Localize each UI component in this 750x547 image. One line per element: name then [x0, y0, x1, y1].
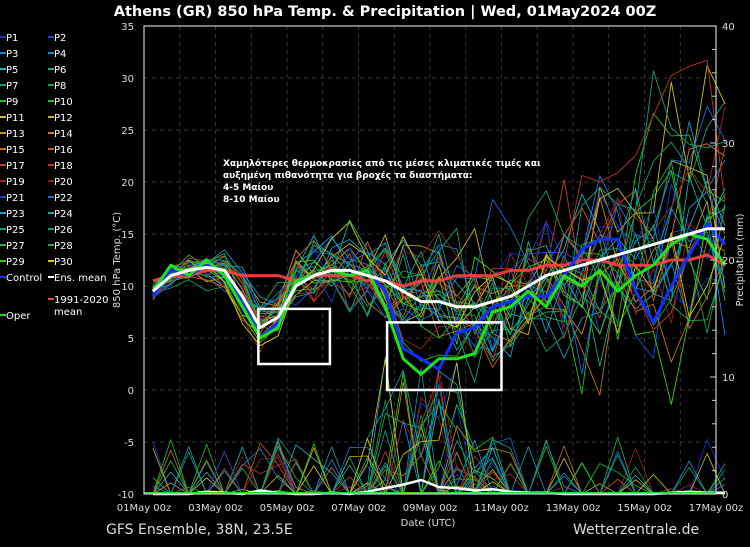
highlight-box: [385, 321, 503, 392]
y-tick-label: 30: [121, 74, 134, 85]
legend-item-P30: P30: [54, 257, 73, 268]
legend-item-P17: P17: [6, 161, 25, 172]
legend-item-P7: P7: [6, 81, 18, 92]
legend-item-P11: P11: [6, 113, 25, 124]
annotation-line-1: Χαμηλότερες θερμοκρασίες από τις μέσες κ…: [223, 158, 541, 169]
x-tick-label: 05May 00z: [260, 503, 315, 514]
legend-item-P2: P2: [54, 33, 66, 44]
legend-item-P20: P20: [54, 177, 73, 188]
x-tick-label: 11May 00z: [474, 503, 529, 514]
legend-item-climate-mean: 1991-2020: [54, 295, 109, 306]
legend-item-P23: P23: [6, 209, 25, 220]
legend-item-P18: P18: [54, 161, 73, 172]
y-tick-label: 25: [121, 126, 134, 137]
x-tick-label: 09May 00z: [403, 503, 458, 514]
legend-item-P4: P4: [54, 49, 66, 60]
y-axis-right: 40 30 20 10 0: [710, 22, 735, 501]
legend-item-P29: P29: [6, 257, 25, 268]
highlight-box: [257, 307, 332, 366]
legend-item-P21: P21: [6, 193, 25, 204]
footer-source: GFS Ensemble, 38N, 23.5E: [106, 522, 293, 538]
legend-item-P22: P22: [54, 193, 73, 204]
main-lines: [151, 222, 727, 376]
legend-item-P3: P3: [6, 49, 18, 60]
y-tick-label: 10: [121, 282, 134, 293]
y2-tick-label: 20: [722, 256, 735, 267]
y2-tick-label: 10: [722, 373, 735, 384]
x-axis-label: Date (UTC): [401, 518, 456, 529]
x-tick-label: 01May 00z: [117, 503, 172, 514]
legend-item-P8: P8: [54, 81, 66, 92]
annotation: Χαμηλότερες θερμοκρασίες από τις μέσες κ…: [223, 158, 541, 205]
y2-axis-label: Precipitation (mm): [735, 213, 746, 306]
member-line-P19: [152, 106, 726, 354]
legend-item-P5: P5: [6, 65, 18, 76]
legend-item-P27: P27: [6, 241, 25, 252]
legend-item-control: Control: [6, 273, 42, 284]
ensemble-members: [152, 59, 726, 405]
x-axis: 01May 00z 03May 00z 05May 00z 07May 00z 09Ma…: [117, 503, 744, 514]
y-tick-label: -10: [118, 490, 134, 501]
chart-title: Athens (GR) 850 hPa Temp. & Precipitatio…: [114, 4, 657, 20]
x-tick-label: 15May 00z: [617, 503, 672, 514]
x-tick-label: 13May 00z: [546, 503, 601, 514]
member-line-P25: [152, 70, 726, 383]
line-oper: [151, 232, 727, 376]
y2-tick-label: 30: [722, 139, 735, 150]
legend-item-P25: P25: [6, 225, 25, 236]
y2-tick-label: 40: [722, 22, 735, 33]
line-ens-mean: [151, 227, 725, 330]
footer-site: Wetterzentrale.de: [573, 522, 699, 538]
legend-item-climate-mean-line2: mean: [54, 307, 82, 318]
member-line-P22: [152, 105, 726, 375]
y-tick-label: 20: [121, 178, 134, 189]
annotation-line-4: 8-10 Μαίου: [223, 194, 280, 205]
x-tick-label: 17May 00z: [689, 503, 744, 514]
y-axis-left: 35 30 25 20 15 10 5 0 -5 -10: [118, 22, 134, 501]
legend-item-P12: P12: [54, 113, 73, 124]
x-tick-label: 07May 00z: [331, 503, 386, 514]
line-climate-mean: [152, 253, 726, 288]
annotation-line-3: 4-5 Μαίου: [223, 182, 273, 193]
member-line-P29: [152, 208, 726, 405]
legend-item-ens-mean: Ens. mean: [54, 273, 107, 284]
legend-item-P15: P15: [6, 145, 25, 156]
y-tick-label: -5: [124, 438, 134, 449]
legend-item-P24: P24: [54, 209, 73, 220]
y-tick-label: 15: [121, 230, 134, 241]
legend-item-P16: P16: [54, 145, 73, 156]
y-tick-label: 35: [121, 22, 134, 33]
y2-tick-label: 0: [722, 490, 728, 501]
line-control: [151, 222, 727, 371]
legend-item-P10: P10: [54, 97, 73, 108]
x-tick-label: 03May 00z: [188, 503, 243, 514]
legend-item-P14: P14: [54, 129, 73, 140]
member-line-P5: [152, 180, 726, 358]
legend-item-P13: P13: [6, 129, 25, 140]
legend-item-P1: P1: [6, 33, 18, 44]
y-tick-label: 0: [128, 386, 134, 397]
highlight-boxes: [257, 307, 503, 392]
legend-item-P19: P19: [6, 177, 25, 188]
legend: P1 P2 P3 P4 P5 P6 P7 P8 P9 P10 P11 P12 P13 P14 P15 P16 P…: [0, 33, 109, 322]
annotation-line-2: αυξημένη πιθανότητα για βροχές τα διαστή…: [223, 170, 473, 181]
legend-item-oper: Oper: [6, 311, 31, 322]
y-axis-label: 850 hPa Temp. (°C): [112, 212, 123, 308]
legend-item-P26: P26: [54, 225, 73, 236]
member-line-P30: [152, 221, 726, 347]
legend-item-P28: P28: [54, 241, 73, 252]
y-tick-label: 5: [128, 334, 134, 345]
legend-item-P6: P6: [54, 65, 66, 76]
legend-item-P9: P9: [6, 97, 18, 108]
